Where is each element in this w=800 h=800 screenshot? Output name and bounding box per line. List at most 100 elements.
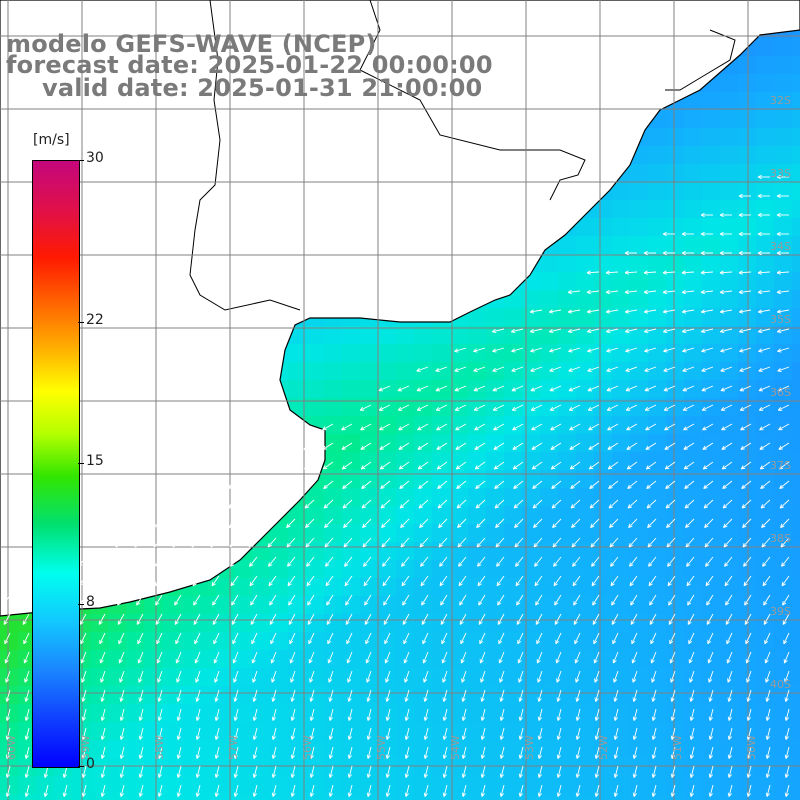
wind-speed-cell — [450, 632, 469, 651]
wind-speed-cell — [468, 524, 487, 543]
wind-arrow — [138, 708, 144, 721]
wind-arrow — [399, 499, 410, 509]
wind-speed-cell — [180, 650, 199, 669]
wind-arrow — [305, 537, 315, 548]
wind-arrow — [651, 670, 657, 683]
wind-speed-cell — [216, 686, 235, 705]
wind-arrow — [439, 575, 448, 587]
wind-speed-cell — [702, 398, 721, 417]
wind-arrow — [499, 670, 505, 683]
wind-speed-cell — [432, 488, 451, 507]
wind-speed-cell — [774, 74, 793, 93]
wind-arrow — [271, 765, 277, 778]
wind-arrow — [493, 461, 505, 470]
wind-speed-cell — [270, 596, 289, 615]
wind-arrow — [363, 575, 372, 587]
wind-speed-cell — [72, 776, 91, 795]
wind-speed-cell — [396, 668, 415, 687]
wind-speed-cell — [324, 704, 343, 723]
wind-speed-cell — [774, 218, 793, 237]
wind-speed-cell — [468, 794, 487, 800]
wind-speed-cell — [738, 434, 757, 453]
wind-speed-cell — [414, 686, 433, 705]
wind-arrow — [360, 423, 372, 431]
wind-arrow — [643, 270, 657, 275]
wind-speed-cell — [396, 596, 415, 615]
wind-arrow — [442, 727, 448, 740]
wind-speed-cell — [522, 452, 541, 471]
wind-speed-cell — [378, 740, 397, 759]
wind-arrow — [549, 366, 562, 372]
wind-speed-cell — [540, 668, 559, 687]
wind-arrow — [285, 480, 296, 489]
wind-arrow — [499, 708, 505, 721]
wind-speed-cell — [360, 758, 379, 777]
wind-speed-cell — [612, 416, 631, 435]
wind-speed-cell — [774, 290, 793, 309]
wind-speed-cell — [324, 524, 343, 543]
wind-speed-cell — [270, 668, 289, 687]
wind-speed-cell — [720, 200, 739, 219]
wind-arrow — [556, 727, 562, 740]
wind-speed-cell — [288, 650, 307, 669]
wind-arrow — [589, 480, 600, 489]
wind-arrow — [575, 746, 581, 759]
wind-arrow — [118, 632, 125, 645]
wind-arrow — [610, 556, 619, 567]
wind-speed-cell — [702, 254, 721, 273]
wind-arrow — [442, 765, 448, 778]
wind-arrow — [157, 727, 163, 740]
wind-speed-cell — [756, 272, 775, 291]
wind-speed-cell — [108, 794, 127, 800]
wind-speed-cell — [360, 596, 379, 615]
wind-speed-cell — [522, 650, 541, 669]
wind-speed-cell — [702, 542, 721, 561]
wind-speed-cell — [594, 596, 613, 615]
wind-speed-cell — [288, 524, 307, 543]
wind-arrow — [719, 212, 732, 218]
wind-speed-cell — [738, 758, 757, 777]
wind-speed-cell — [90, 704, 109, 723]
wind-arrow — [455, 423, 467, 431]
wind-speed-cell — [576, 362, 595, 381]
lagoon-shore — [665, 29, 736, 91]
wind-speed-cell — [648, 146, 667, 165]
wind-speed-cell — [630, 650, 649, 669]
wind-speed-cell — [738, 146, 757, 165]
wind-speed-cell — [252, 650, 271, 669]
wind-speed-cell — [252, 758, 271, 777]
wind-speed-cell — [630, 236, 649, 255]
longitude-labels: 60W 59W 58W 57W 56W 55W 54W 53W 52W 51W 50W — [5, 735, 758, 760]
wind-speed-cell — [612, 704, 631, 723]
wind-arrow — [590, 537, 600, 548]
wind-arrow — [722, 480, 733, 489]
wind-speed-cell — [666, 506, 685, 525]
wind-speed-cell — [684, 272, 703, 291]
wind-speed-cell — [360, 776, 379, 795]
wind-arrow — [573, 594, 581, 606]
wind-arrow — [740, 461, 752, 470]
wind-arrow — [739, 404, 752, 411]
wind-arrow — [704, 518, 714, 528]
wind-speed-cell — [684, 524, 703, 543]
wind-arrow — [719, 309, 733, 314]
wind-arrow — [247, 480, 258, 489]
wind-speed-cell — [432, 776, 451, 795]
wind-arrow — [363, 556, 372, 567]
wind-arrow — [461, 670, 467, 683]
wind-speed-cell — [666, 650, 685, 669]
wind-speed-cell — [324, 650, 343, 669]
wind-speed-cell — [522, 596, 541, 615]
wind-arrow — [252, 727, 258, 740]
wind-speed-cell — [666, 434, 685, 453]
wind-arrow — [286, 537, 296, 548]
wind-arrow — [608, 499, 619, 509]
wind-speed-cell — [666, 632, 685, 651]
wind-speed-cell — [18, 740, 37, 759]
wind-arrow — [662, 270, 676, 275]
wind-speed-cell — [126, 650, 145, 669]
wind-arrow — [347, 746, 353, 759]
wind-speed-cell — [378, 686, 397, 705]
wind-arrow — [418, 499, 429, 509]
wind-arrow — [511, 347, 524, 353]
